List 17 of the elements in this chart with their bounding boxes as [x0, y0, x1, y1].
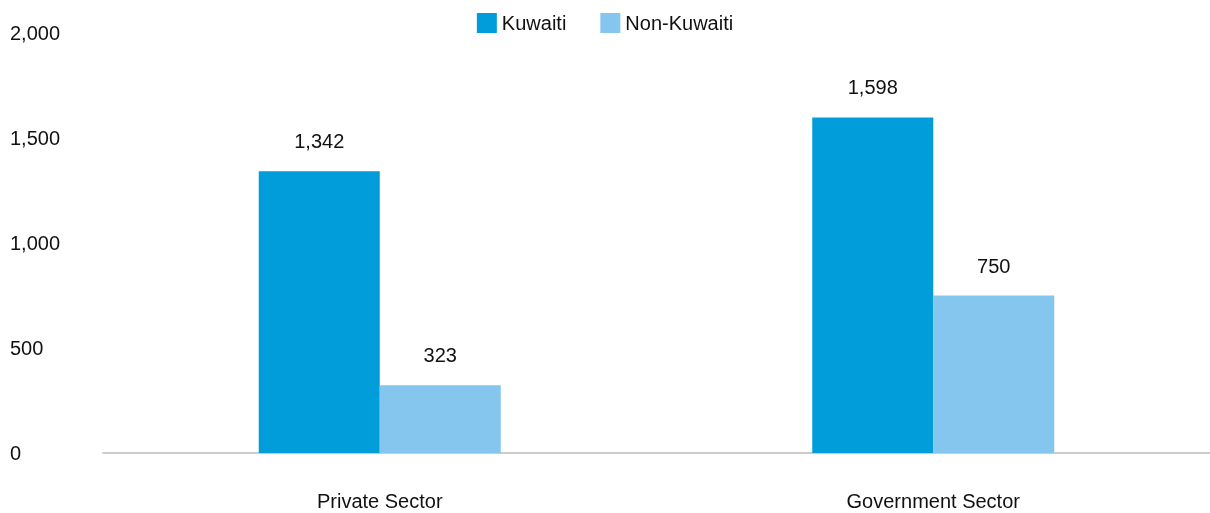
data-label: 750 [977, 254, 1011, 277]
y-tick-label: 500 [10, 337, 44, 359]
x-tick-label: Private Sector [316, 490, 443, 512]
data-label: 1,342 [294, 130, 345, 153]
y-tick-label: 0 [10, 442, 22, 464]
y-tick-label: 2,000 [10, 22, 61, 44]
x-tick-label: Government Sector [846, 490, 1021, 512]
bar [379, 385, 501, 453]
legend-label: Kuwaiti [501, 12, 567, 34]
bar [258, 171, 380, 453]
y-tick-label: 1,500 [10, 127, 61, 149]
bar [812, 117, 934, 453]
data-label: 323 [423, 344, 457, 367]
data-label: 1,598 [847, 76, 898, 99]
y-tick-label: 1,000 [10, 232, 61, 254]
bar [933, 295, 1055, 453]
legend-label: Non-Kuwaiti [625, 12, 734, 34]
